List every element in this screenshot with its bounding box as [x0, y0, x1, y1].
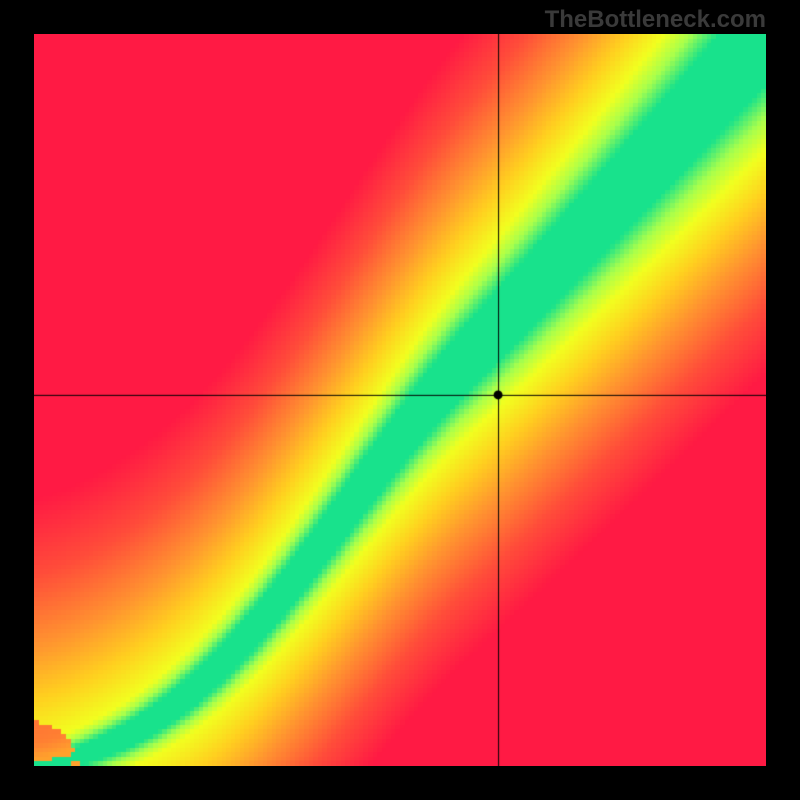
figure-container: TheBottleneck.com: [0, 0, 800, 800]
bottleneck-heatmap: [34, 34, 766, 766]
watermark-text: TheBottleneck.com: [545, 6, 766, 34]
